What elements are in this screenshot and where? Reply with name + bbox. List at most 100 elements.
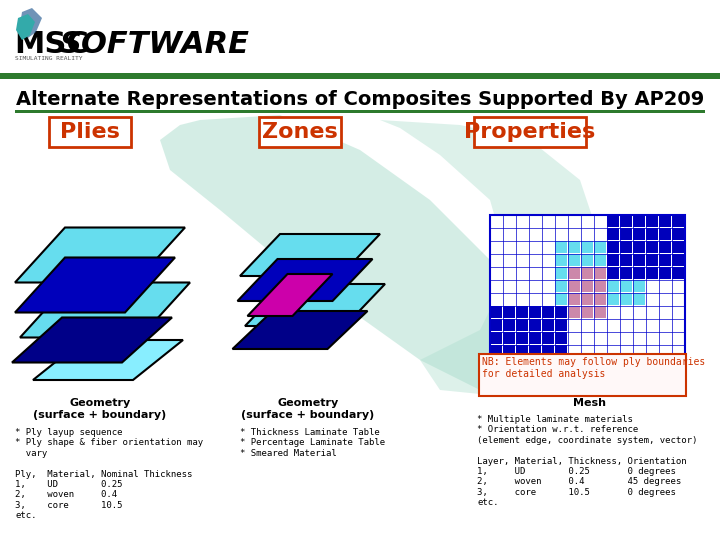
- Bar: [555, 319, 567, 331]
- Bar: [490, 306, 502, 318]
- Bar: [542, 306, 554, 318]
- FancyBboxPatch shape: [259, 117, 341, 147]
- Bar: [555, 306, 567, 318]
- Polygon shape: [20, 282, 190, 338]
- Polygon shape: [33, 340, 183, 380]
- FancyBboxPatch shape: [479, 354, 686, 396]
- Polygon shape: [240, 234, 380, 276]
- Bar: [503, 319, 515, 331]
- Bar: [490, 345, 502, 357]
- Text: SIMULATING REALITY: SIMULATING REALITY: [15, 56, 83, 61]
- Bar: [633, 267, 645, 279]
- Bar: [568, 293, 580, 305]
- Bar: [607, 228, 619, 240]
- Bar: [672, 267, 684, 279]
- Text: SOFTWARE: SOFTWARE: [60, 30, 250, 59]
- Polygon shape: [245, 284, 385, 326]
- Bar: [646, 228, 658, 240]
- Bar: [607, 293, 619, 305]
- Text: * Multiple laminate materials
* Orientation w.r.t. reference
(element edge, coor: * Multiple laminate materials * Orientat…: [477, 415, 698, 507]
- Bar: [607, 241, 619, 253]
- Bar: [542, 319, 554, 331]
- Text: MSC: MSC: [14, 30, 89, 59]
- Bar: [529, 306, 541, 318]
- Bar: [555, 332, 567, 344]
- Bar: [516, 319, 528, 331]
- Bar: [620, 280, 632, 292]
- Bar: [581, 280, 593, 292]
- Bar: [555, 293, 567, 305]
- Text: Geometry
(surface + boundary): Geometry (surface + boundary): [241, 398, 374, 420]
- Text: * Thickness Laminate Table
* Percentage Laminate Table
* Smeared Material: * Thickness Laminate Table * Percentage …: [240, 428, 385, 458]
- Bar: [542, 332, 554, 344]
- Bar: [646, 215, 658, 227]
- Text: Mesh: Mesh: [574, 398, 606, 408]
- Bar: [568, 306, 580, 318]
- Text: Plies: Plies: [60, 122, 120, 142]
- Bar: [555, 241, 567, 253]
- Bar: [659, 241, 671, 253]
- Bar: [659, 267, 671, 279]
- Bar: [542, 345, 554, 357]
- Bar: [672, 215, 684, 227]
- Polygon shape: [160, 115, 540, 390]
- Bar: [646, 241, 658, 253]
- Bar: [646, 254, 658, 266]
- Bar: [633, 280, 645, 292]
- Bar: [620, 254, 632, 266]
- Bar: [633, 228, 645, 240]
- Text: Properties: Properties: [464, 122, 595, 142]
- Bar: [516, 345, 528, 357]
- Bar: [607, 267, 619, 279]
- Bar: [555, 280, 567, 292]
- Polygon shape: [380, 120, 600, 395]
- Text: Geometry
(surface + boundary): Geometry (surface + boundary): [33, 398, 166, 420]
- Bar: [490, 319, 502, 331]
- Bar: [568, 280, 580, 292]
- Bar: [15, 110, 705, 113]
- Bar: [620, 241, 632, 253]
- Polygon shape: [15, 258, 175, 313]
- Bar: [672, 228, 684, 240]
- Bar: [529, 345, 541, 357]
- Bar: [503, 345, 515, 357]
- Bar: [607, 215, 619, 227]
- Bar: [594, 306, 606, 318]
- Bar: [607, 280, 619, 292]
- Bar: [581, 254, 593, 266]
- Text: Zones: Zones: [262, 122, 338, 142]
- Polygon shape: [20, 8, 42, 38]
- Bar: [568, 254, 580, 266]
- Bar: [490, 215, 685, 370]
- Polygon shape: [238, 259, 372, 301]
- Bar: [516, 306, 528, 318]
- Bar: [672, 241, 684, 253]
- Bar: [672, 254, 684, 266]
- Bar: [594, 267, 606, 279]
- Text: NB: Elements may follow ply boundaries
for detailed analysis: NB: Elements may follow ply boundaries f…: [482, 357, 706, 379]
- Bar: [581, 267, 593, 279]
- Bar: [659, 254, 671, 266]
- Bar: [646, 267, 658, 279]
- Bar: [568, 267, 580, 279]
- Bar: [529, 319, 541, 331]
- Bar: [503, 332, 515, 344]
- Polygon shape: [12, 318, 172, 362]
- Bar: [659, 215, 671, 227]
- FancyBboxPatch shape: [474, 117, 586, 147]
- Bar: [581, 306, 593, 318]
- Polygon shape: [248, 274, 333, 316]
- Bar: [490, 332, 502, 344]
- Bar: [620, 293, 632, 305]
- Bar: [581, 293, 593, 305]
- Bar: [633, 215, 645, 227]
- Bar: [555, 267, 567, 279]
- Bar: [594, 280, 606, 292]
- Bar: [620, 215, 632, 227]
- Bar: [620, 228, 632, 240]
- Bar: [594, 241, 606, 253]
- Bar: [516, 332, 528, 344]
- Text: Alternate Representations of Composites Supported By AP209: Alternate Representations of Composites …: [16, 90, 704, 109]
- Polygon shape: [233, 311, 367, 349]
- Bar: [633, 293, 645, 305]
